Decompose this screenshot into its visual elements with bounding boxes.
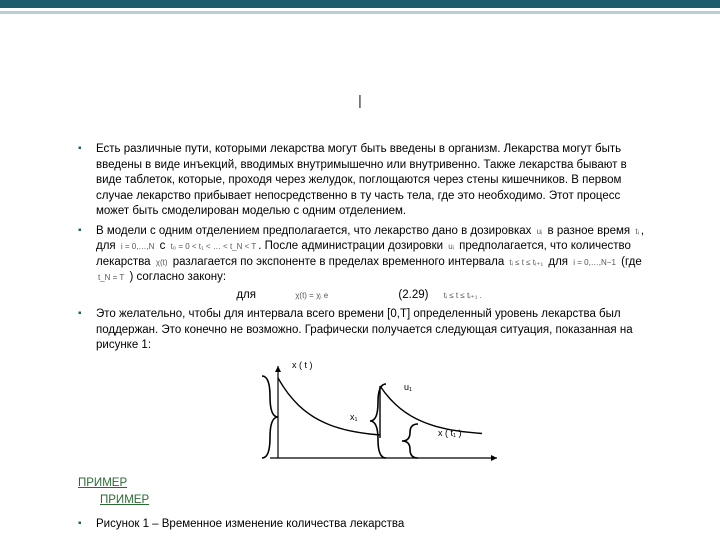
eq-condition: tᵢ ≤ t ≤ tᵢ₊₁ . xyxy=(444,291,482,302)
paragraph-2: В модели с одним отделением предполагает… xyxy=(96,224,648,304)
paragraph-3: Это желательно, чтобы для интервала всег… xyxy=(96,307,648,509)
math-ui: uᵢ xyxy=(535,227,545,236)
p2-text: разлагается по экспоненте в пределах вре… xyxy=(170,256,508,268)
math-interval: tᵢ ≤ t ≤ tᵢ₊₁ xyxy=(507,258,545,267)
math-iset2: i = 0,…,N−1 xyxy=(571,258,618,267)
svg-text:x₁: x₁ xyxy=(350,412,358,422)
figure-svg: x ( t ) u₁ x₁ x ( t₁ ) xyxy=(242,358,502,468)
p2-text: с xyxy=(156,240,168,252)
math-tnt: t_N = T xyxy=(96,273,126,282)
eq-label: для xyxy=(96,288,256,304)
eq-number: (2.29) xyxy=(398,288,440,304)
figure-1: x ( t ) u₁ x₁ x ( t₁ ) xyxy=(242,358,502,468)
math-ti: tᵢ xyxy=(633,227,640,236)
svg-text:u₁: u₁ xyxy=(404,382,412,392)
paragraph-1: Есть различные пути, которыми лекарства … xyxy=(96,142,648,220)
page-title: | xyxy=(0,92,720,108)
p2-text: В модели с одним отделением предполагает… xyxy=(96,225,535,237)
p2-text: ) согласно закону: xyxy=(126,271,226,283)
svg-text:x ( t₁ ): x ( t₁ ) xyxy=(438,428,462,438)
p3-text: Это желательно, чтобы для интервала всег… xyxy=(96,308,633,351)
top-accent-bar xyxy=(0,0,720,8)
p2-text: (где xyxy=(618,256,642,268)
math-ui2: uᵢ xyxy=(446,242,456,251)
math-order: t₀ = 0 < t₁ < … < t_N < T xyxy=(169,242,259,251)
example-link-2[interactable]: ПРИМЕР xyxy=(100,493,648,509)
svg-text:x ( t ): x ( t ) xyxy=(292,360,313,370)
p2-text: . После администрации дозировки xyxy=(258,240,446,252)
bullet-list: Есть различные пути, которыми лекарства … xyxy=(96,142,648,532)
top-divider xyxy=(0,11,720,14)
page: | Есть различные пути, которыми лекарств… xyxy=(0,0,720,540)
example-link-1[interactable]: ПРИМЕР xyxy=(78,477,127,489)
eq-body: χ(t) = χᵢ e xyxy=(295,291,395,302)
equation-line: для χ(t) = χᵢ e (2.29) tᵢ ≤ t ≤ tᵢ₊₁ . xyxy=(96,288,648,304)
math-iset: i = 0,…,N xyxy=(119,242,157,251)
example-links: ПРИМЕР ПРИМЕР xyxy=(78,476,648,509)
content-area: Есть различные пути, которыми лекарства … xyxy=(0,142,720,532)
p2-text: для xyxy=(545,256,571,268)
math-chi: χ(t) xyxy=(154,258,170,267)
paragraph-4-caption: Рисунок 1 – Временное изменение количест… xyxy=(96,517,648,533)
p2-text: в разное время xyxy=(544,225,633,237)
